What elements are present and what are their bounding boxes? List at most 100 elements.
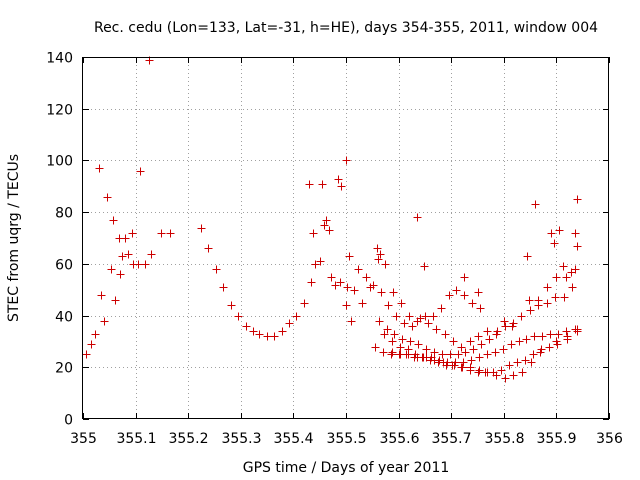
data-point: [420, 262, 429, 271]
data-point: [82, 350, 91, 359]
data-point: [530, 332, 539, 341]
data-point: [432, 325, 441, 334]
x-tick-label: 355.3: [221, 431, 261, 447]
x-tick-label: 355.4: [273, 431, 313, 447]
data-point: [430, 356, 439, 365]
y-tick-label: 100: [46, 154, 73, 170]
data-point: [373, 244, 382, 253]
data-point: [406, 337, 415, 346]
data-point: [538, 332, 547, 341]
data-point: [555, 226, 564, 235]
x-tick-label: 356: [596, 431, 623, 447]
data-point: [429, 312, 438, 321]
data-point: [325, 226, 334, 235]
data-point: [396, 343, 405, 352]
data-point: [242, 322, 251, 331]
y-tick-label: 40: [55, 310, 73, 326]
data-point: [305, 180, 314, 189]
data-point: [475, 353, 484, 362]
data-point: [500, 317, 509, 326]
data-point: [320, 221, 329, 230]
y-tick-label: 120: [46, 103, 73, 119]
data-point: [404, 350, 413, 359]
x-axis-label: GPS time / Days of year 2011: [243, 460, 450, 476]
x-tick-label: 355.8: [484, 431, 524, 447]
data-point: [342, 156, 351, 165]
data-point: [567, 268, 576, 277]
data-point: [460, 291, 469, 300]
data-point: [103, 193, 112, 202]
data-point: [457, 363, 466, 372]
data-point: [422, 353, 431, 362]
data-point: [468, 299, 477, 308]
x-tick-labels: 355 355.1 355.2 355.3 355.4 355.5 355.6 355.7 35…: [70, 431, 623, 447]
data-point: [375, 317, 384, 326]
data-point: [460, 273, 469, 282]
data-point: [560, 293, 569, 302]
y-tick-label: 0: [64, 413, 73, 429]
y-tick-labels: 0 20 40 60 80 100 120 140: [46, 51, 73, 429]
data-point: [466, 337, 475, 346]
data-point: [390, 330, 399, 339]
data-point: [118, 252, 127, 261]
data-point: [166, 229, 175, 238]
data-point: [475, 366, 484, 375]
data-point: [501, 374, 510, 383]
data-point: [416, 314, 425, 323]
data-point: [430, 348, 439, 357]
data-point: [445, 291, 454, 300]
x-tick-label: 355.9: [536, 431, 576, 447]
data-point: [263, 332, 272, 341]
data-point: [369, 281, 378, 290]
data-point: [551, 293, 560, 302]
data-point: [513, 358, 522, 367]
data-point: [134, 260, 143, 269]
data-point: [485, 335, 494, 344]
data-point: [509, 319, 518, 328]
data-point: [526, 306, 535, 315]
grid-lines: [83, 57, 609, 419]
data-point: [414, 340, 423, 349]
data-point: [553, 340, 562, 349]
data-point: [522, 335, 531, 344]
data-point: [531, 200, 540, 209]
data-point: [467, 356, 476, 365]
data-point: [337, 182, 346, 191]
data-point: [459, 358, 468, 367]
data-point: [521, 356, 530, 365]
data-point: [550, 239, 559, 248]
data-point: [545, 343, 554, 352]
data-point: [446, 350, 455, 359]
data-point: [477, 340, 486, 349]
data-point: [499, 345, 508, 354]
data-point: [547, 229, 556, 238]
data-point: [483, 327, 492, 336]
data-point: [441, 330, 450, 339]
data-point: [474, 288, 483, 297]
data-point: [362, 273, 371, 282]
data-point: [204, 244, 213, 253]
data-point: [573, 195, 582, 204]
data-point: [438, 350, 447, 359]
data-point: [507, 340, 516, 349]
data-point: [141, 260, 150, 269]
data-point: [381, 260, 390, 269]
data-point: [111, 296, 120, 305]
data-point: [318, 180, 327, 189]
data-points: [82, 56, 582, 383]
data-point: [424, 319, 433, 328]
data-point: [568, 283, 577, 292]
data-point: [371, 343, 380, 352]
x-tick-label: 355.2: [168, 431, 208, 447]
data-point: [536, 348, 545, 357]
data-point: [358, 299, 367, 308]
data-point: [309, 229, 318, 238]
data-point: [483, 368, 492, 377]
data-point: [497, 366, 506, 375]
data-point: [493, 327, 502, 336]
y-tick-label: 140: [46, 51, 73, 67]
data-point: [559, 262, 568, 271]
data-point: [383, 325, 392, 334]
data-point: [501, 322, 510, 331]
data-point: [311, 260, 320, 269]
